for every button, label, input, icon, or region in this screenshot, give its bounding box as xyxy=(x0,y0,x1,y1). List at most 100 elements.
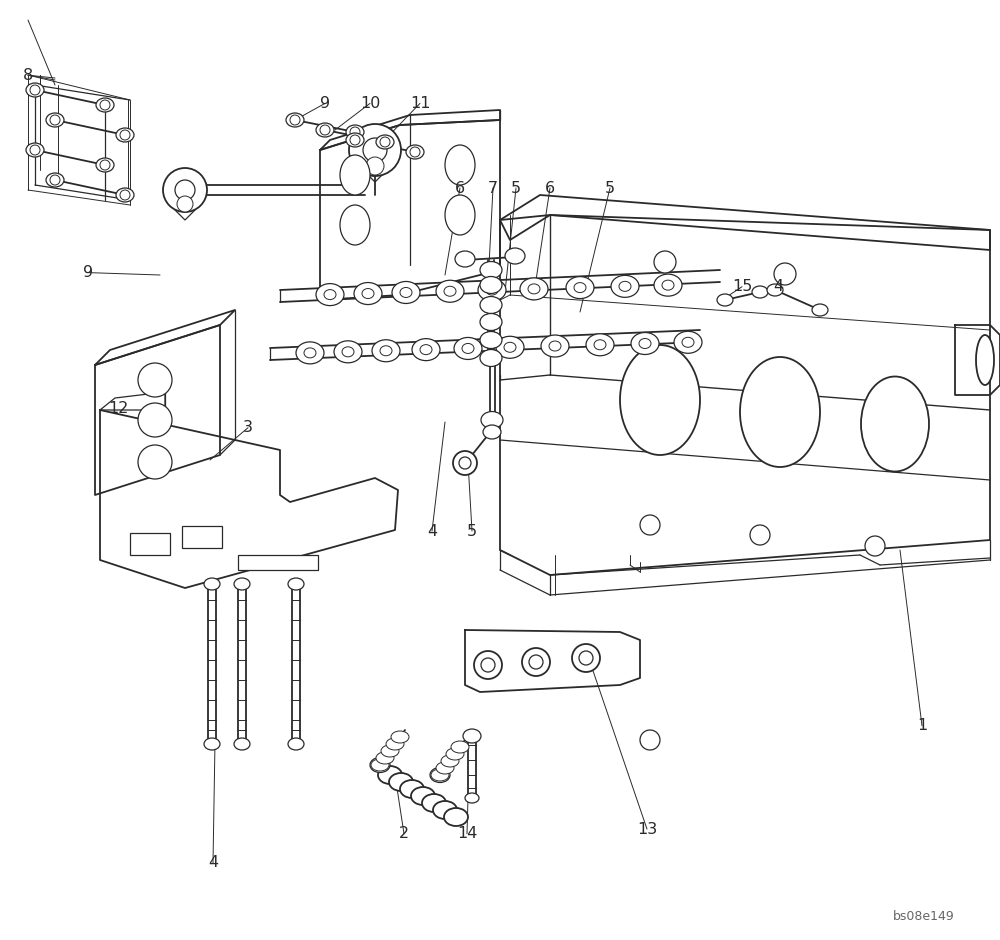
Ellipse shape xyxy=(304,348,316,358)
Ellipse shape xyxy=(480,314,502,331)
Circle shape xyxy=(410,147,420,157)
Ellipse shape xyxy=(324,290,336,300)
Ellipse shape xyxy=(346,125,364,139)
Ellipse shape xyxy=(316,284,344,306)
Ellipse shape xyxy=(116,188,134,202)
Circle shape xyxy=(579,651,593,665)
Ellipse shape xyxy=(441,755,459,767)
Ellipse shape xyxy=(480,296,502,314)
Bar xyxy=(130,533,170,555)
Ellipse shape xyxy=(378,766,402,784)
Circle shape xyxy=(138,363,172,397)
Text: 7: 7 xyxy=(488,180,498,196)
Ellipse shape xyxy=(812,304,828,316)
Ellipse shape xyxy=(430,767,450,782)
Circle shape xyxy=(474,651,502,679)
Ellipse shape xyxy=(370,758,390,773)
Ellipse shape xyxy=(431,769,449,781)
Ellipse shape xyxy=(504,342,516,352)
Ellipse shape xyxy=(594,339,606,350)
Ellipse shape xyxy=(204,738,220,750)
Ellipse shape xyxy=(445,195,475,235)
Ellipse shape xyxy=(480,261,502,278)
Circle shape xyxy=(350,135,360,145)
Ellipse shape xyxy=(46,173,64,187)
Ellipse shape xyxy=(463,729,481,743)
Circle shape xyxy=(654,251,676,273)
Ellipse shape xyxy=(346,133,364,147)
Ellipse shape xyxy=(354,283,382,305)
Circle shape xyxy=(750,525,770,545)
Text: 4: 4 xyxy=(427,524,437,539)
Ellipse shape xyxy=(574,283,586,292)
Ellipse shape xyxy=(549,341,561,351)
Ellipse shape xyxy=(767,284,783,296)
Circle shape xyxy=(50,175,60,185)
Ellipse shape xyxy=(752,286,768,298)
Text: 12: 12 xyxy=(108,401,128,416)
Ellipse shape xyxy=(717,294,733,306)
Ellipse shape xyxy=(400,780,424,798)
Ellipse shape xyxy=(639,338,651,349)
Ellipse shape xyxy=(682,337,694,347)
Circle shape xyxy=(349,124,401,176)
Ellipse shape xyxy=(342,347,354,357)
Ellipse shape xyxy=(674,331,702,353)
Circle shape xyxy=(529,655,543,669)
Text: 11: 11 xyxy=(410,96,430,111)
Text: 15: 15 xyxy=(732,279,752,294)
Text: 1: 1 xyxy=(917,718,927,733)
Ellipse shape xyxy=(446,748,464,760)
Circle shape xyxy=(481,658,495,672)
Ellipse shape xyxy=(620,345,700,455)
Ellipse shape xyxy=(444,287,456,296)
Circle shape xyxy=(163,168,207,212)
Ellipse shape xyxy=(372,339,400,362)
Ellipse shape xyxy=(406,145,424,159)
Ellipse shape xyxy=(376,752,394,764)
Circle shape xyxy=(138,445,172,479)
Ellipse shape xyxy=(451,741,469,753)
Ellipse shape xyxy=(483,425,501,439)
Circle shape xyxy=(175,180,195,200)
Ellipse shape xyxy=(455,251,475,267)
Ellipse shape xyxy=(445,145,475,185)
Circle shape xyxy=(380,137,390,147)
Ellipse shape xyxy=(46,113,64,127)
Ellipse shape xyxy=(496,337,524,358)
Circle shape xyxy=(363,138,387,162)
Ellipse shape xyxy=(740,357,820,467)
Circle shape xyxy=(30,145,40,155)
Text: 13: 13 xyxy=(637,822,657,837)
Ellipse shape xyxy=(412,338,440,361)
Circle shape xyxy=(865,536,885,556)
Ellipse shape xyxy=(478,279,506,301)
Text: 10: 10 xyxy=(360,96,380,111)
Ellipse shape xyxy=(566,276,594,299)
Ellipse shape xyxy=(234,738,250,750)
Text: 5: 5 xyxy=(605,180,615,196)
Ellipse shape xyxy=(316,123,334,137)
Ellipse shape xyxy=(520,278,548,300)
Text: 5: 5 xyxy=(511,180,521,196)
Ellipse shape xyxy=(362,289,374,299)
Circle shape xyxy=(120,130,130,140)
Text: 4: 4 xyxy=(208,855,218,870)
Circle shape xyxy=(522,648,550,676)
Ellipse shape xyxy=(26,83,44,97)
Circle shape xyxy=(640,515,660,535)
Ellipse shape xyxy=(454,337,482,359)
Ellipse shape xyxy=(371,759,389,771)
Text: 2: 2 xyxy=(399,826,409,841)
Ellipse shape xyxy=(204,578,220,590)
Ellipse shape xyxy=(96,158,114,172)
Ellipse shape xyxy=(505,248,525,264)
Ellipse shape xyxy=(631,333,659,354)
Circle shape xyxy=(459,457,471,469)
Circle shape xyxy=(774,263,796,285)
Ellipse shape xyxy=(541,335,569,357)
Ellipse shape xyxy=(389,773,413,791)
Text: 8: 8 xyxy=(23,68,33,83)
Ellipse shape xyxy=(486,285,498,295)
Ellipse shape xyxy=(391,731,409,743)
